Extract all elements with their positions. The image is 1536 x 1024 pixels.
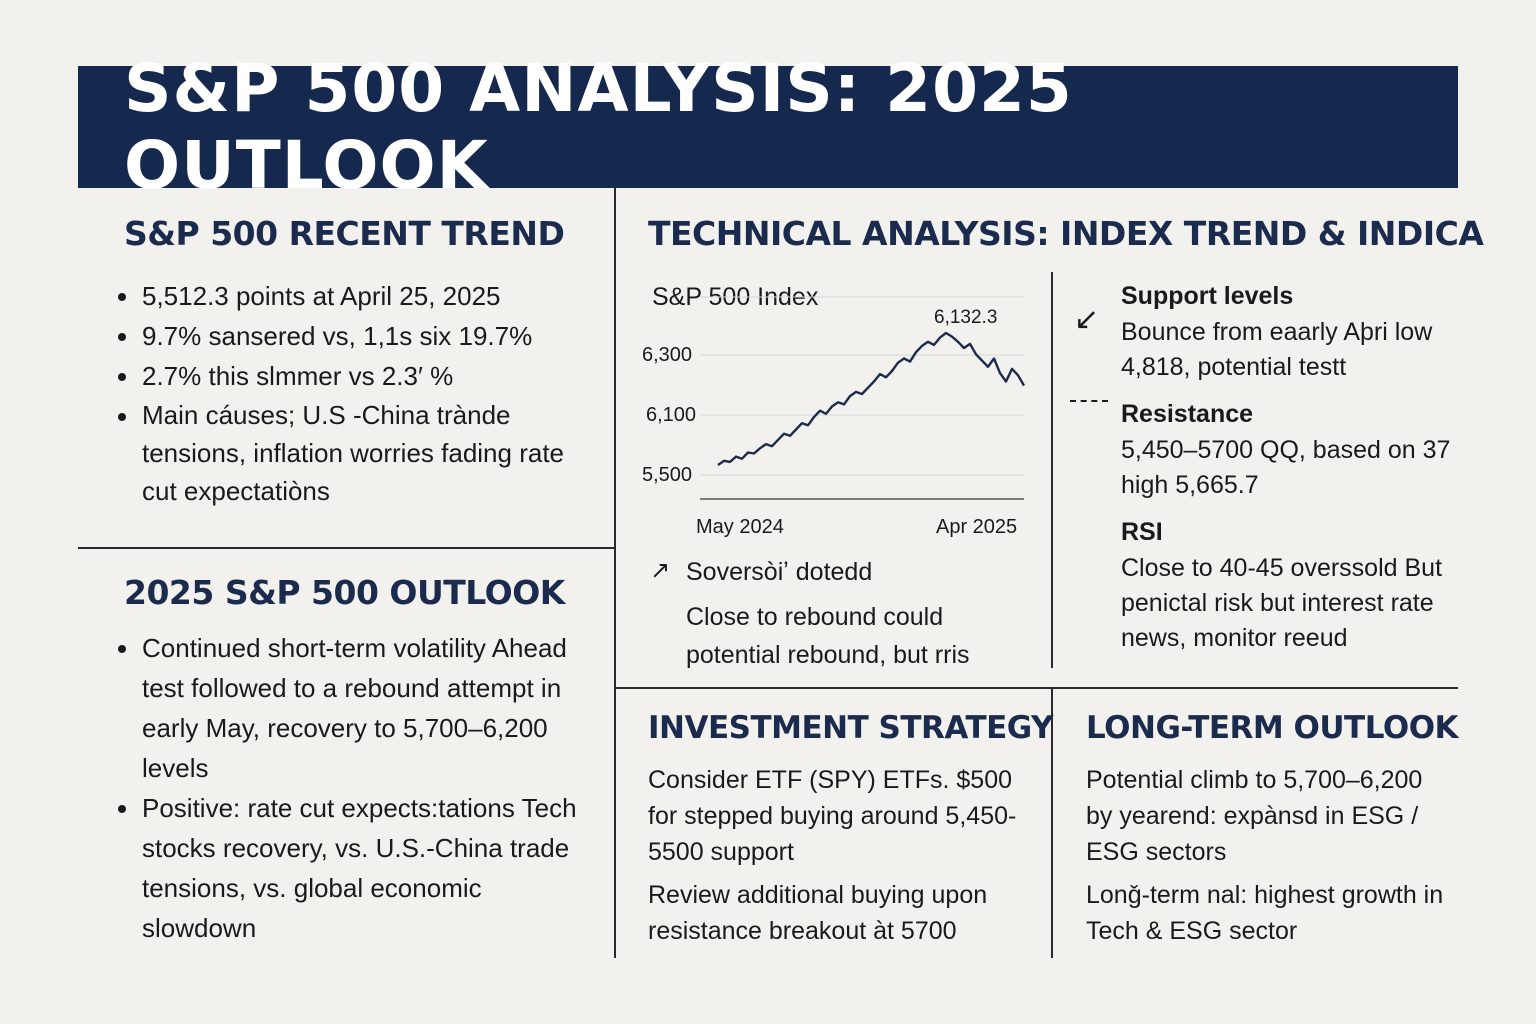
list-item: Positive: rate cut expects:tations Tech … bbox=[118, 788, 578, 948]
technical-title: TECHNICAL ANALYSIS: INDEX TREND & INDICA bbox=[648, 214, 1484, 253]
chart-note-text: Close to rebound could potential rebound… bbox=[686, 603, 970, 669]
support-label: Support levels bbox=[1121, 282, 1294, 310]
x-tick-label-start: May 2024 bbox=[696, 516, 784, 538]
divider-horizontal-right bbox=[616, 687, 1458, 689]
title-banner: S&P 500 ANALYSIS: 2025 OUTLOOK bbox=[78, 50, 1458, 204]
divider-vertical-bottom bbox=[1051, 688, 1053, 958]
list-item: 2.7% this slmmer vs 2.3′ % bbox=[118, 356, 568, 396]
recent-trend-title: S&P 500 RECENT TREND bbox=[124, 214, 565, 253]
strategy-title: INVESTMENT STRATEGY bbox=[648, 710, 1054, 746]
list-item: 9.7% sansered vs, 1,1s six 19.7% bbox=[118, 316, 568, 356]
recent-trend-list: 5,512.3 points at April 25, 2025 9.7% sa… bbox=[118, 276, 568, 510]
arrow-down-left-icon: ↙ bbox=[1074, 303, 1100, 336]
strategy-paragraph-2: Review additional buying upon resistance… bbox=[648, 881, 988, 945]
divider-vertical-technical bbox=[1051, 272, 1053, 668]
rsi-text: Close to 40-45 overssold But penictal ri… bbox=[1121, 554, 1443, 652]
chart-note-heading: Soversòiʼ dotedd bbox=[686, 558, 873, 586]
long-term-title: LONG-TERM OUTLOOK bbox=[1086, 710, 1459, 746]
y-tick-label: 5,500 bbox=[642, 464, 692, 486]
outlook-list: Continued short-term volatility Ahead te… bbox=[118, 628, 578, 948]
outlook-title: 2025 S&P 500 OUTLOOK bbox=[124, 573, 565, 612]
list-item: Continued short-term volatility Ahead te… bbox=[118, 628, 578, 788]
dashed-line-icon bbox=[1070, 400, 1108, 402]
strategy-paragraph-1: Consider ETF (SPY) ETFs. $500 for steppe… bbox=[648, 766, 1017, 866]
support-text: Bounce from eaarly Aþri low 4,818, poten… bbox=[1121, 318, 1433, 381]
resistance-label: Resistance bbox=[1121, 400, 1254, 428]
long-term-paragraph-2: Lonǧ-term nal: highest growth in Tech & … bbox=[1086, 881, 1444, 945]
y-tick-label: 6,300 bbox=[642, 344, 692, 366]
list-item: 5,512.3 points at April 25, 2025 bbox=[118, 276, 568, 316]
arrow-up-right-icon: ↗ bbox=[650, 557, 671, 584]
divider-vertical-left bbox=[614, 188, 616, 958]
page-title: S&P 500 ANALYSIS: 2025 OUTLOOK bbox=[124, 50, 1073, 204]
divider-horizontal-left bbox=[78, 547, 614, 549]
long-term-paragraph-1: Potential climb to 5,700–6,200 by yearen… bbox=[1086, 766, 1423, 866]
series-line bbox=[717, 331, 1026, 466]
sp500-line-chart: S&P 500 Index 6,300 6,100 5,500 May 2024… bbox=[642, 283, 1026, 538]
peak-value-label: 6,132.3 bbox=[934, 307, 997, 328]
rsi-label: RSI bbox=[1121, 518, 1163, 546]
resistance-text: 5,450–5700 QQ, based on 37 high 5,665.7 bbox=[1121, 436, 1451, 499]
x-tick-label-end: Apr 2025 bbox=[936, 516, 1017, 538]
y-tick-label: 6,100 bbox=[646, 404, 696, 426]
list-item: Main cáuses; U.S -China trànde tensions,… bbox=[118, 396, 568, 510]
